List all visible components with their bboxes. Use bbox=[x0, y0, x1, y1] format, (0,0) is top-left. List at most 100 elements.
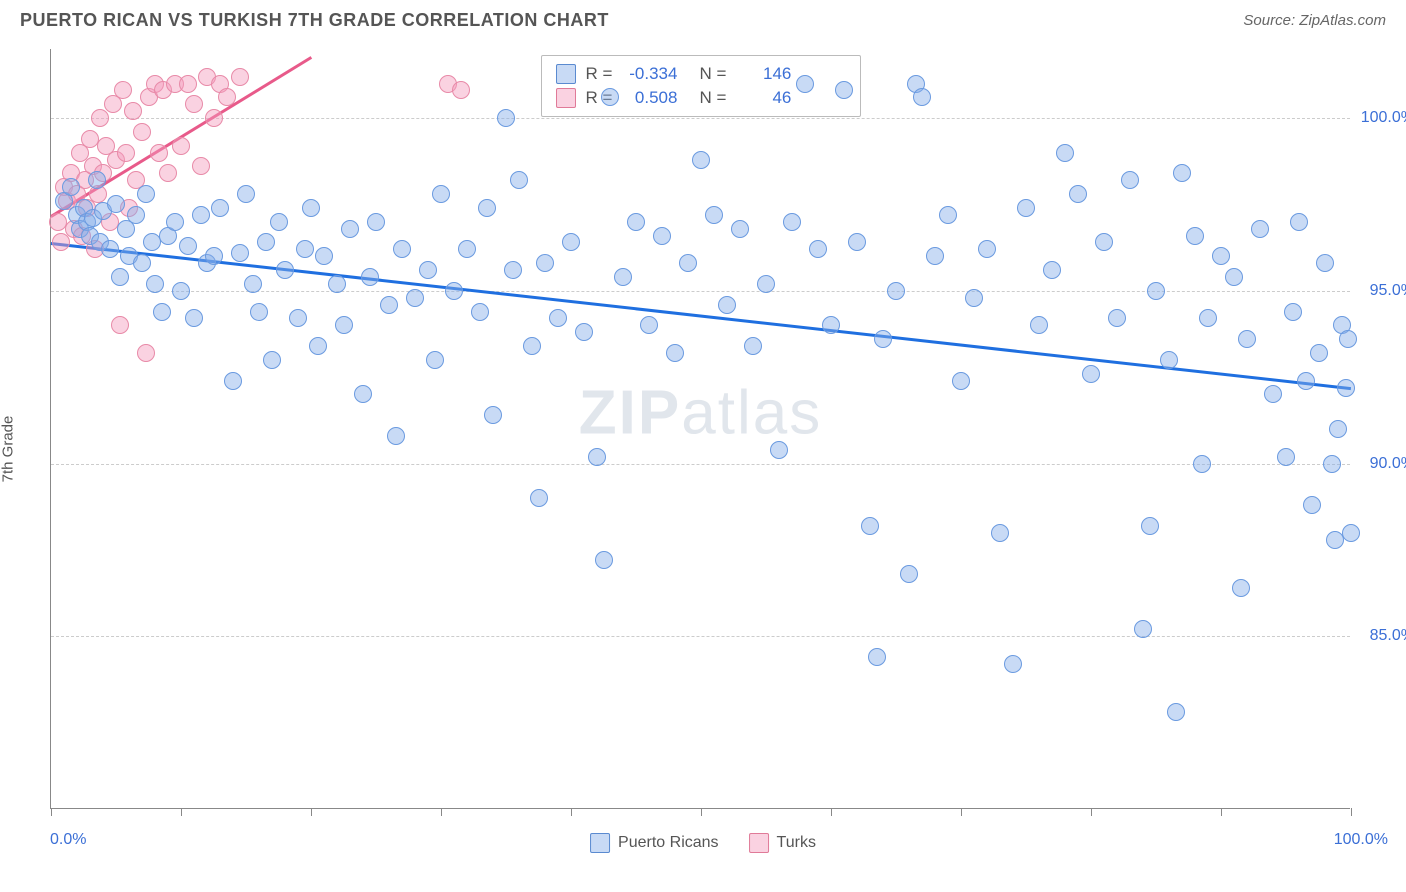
data-point-puerto-ricans bbox=[1303, 496, 1321, 514]
data-point-puerto-ricans bbox=[137, 185, 155, 203]
data-point-puerto-ricans bbox=[1167, 703, 1185, 721]
r-value-puerto-ricans: -0.334 bbox=[622, 64, 677, 84]
data-point-puerto-ricans bbox=[783, 213, 801, 231]
data-point-puerto-ricans bbox=[127, 206, 145, 224]
data-point-puerto-ricans bbox=[328, 275, 346, 293]
data-point-puerto-ricans bbox=[315, 247, 333, 265]
x-tick bbox=[701, 808, 702, 816]
data-point-puerto-ricans bbox=[822, 316, 840, 334]
data-point-puerto-ricans bbox=[692, 151, 710, 169]
data-point-puerto-ricans bbox=[471, 303, 489, 321]
data-point-puerto-ricans bbox=[231, 244, 249, 262]
data-point-puerto-ricans bbox=[309, 337, 327, 355]
data-point-puerto-ricans bbox=[523, 337, 541, 355]
data-point-puerto-ricans bbox=[1193, 455, 1211, 473]
data-point-puerto-ricans bbox=[1310, 344, 1328, 362]
y-tick-label: 100.0% bbox=[1361, 109, 1406, 127]
data-point-turks bbox=[192, 157, 210, 175]
r-value-turks: 0.508 bbox=[622, 88, 677, 108]
data-point-puerto-ricans bbox=[1004, 655, 1022, 673]
data-point-puerto-ricans bbox=[205, 247, 223, 265]
data-point-puerto-ricans bbox=[640, 316, 658, 334]
data-point-puerto-ricans bbox=[146, 275, 164, 293]
x-tick bbox=[441, 808, 442, 816]
n-label: N = bbox=[699, 88, 726, 108]
y-tick-label: 85.0% bbox=[1370, 627, 1406, 645]
data-point-puerto-ricans bbox=[809, 240, 827, 258]
data-point-puerto-ricans bbox=[1326, 531, 1344, 549]
data-point-puerto-ricans bbox=[107, 195, 125, 213]
data-point-puerto-ricans bbox=[1251, 220, 1269, 238]
data-point-puerto-ricans bbox=[731, 220, 749, 238]
data-point-puerto-ricans bbox=[1069, 185, 1087, 203]
data-point-puerto-ricans bbox=[458, 240, 476, 258]
data-point-puerto-ricans bbox=[133, 254, 151, 272]
data-point-turks bbox=[185, 95, 203, 113]
data-point-puerto-ricans bbox=[62, 178, 80, 196]
data-point-puerto-ricans bbox=[88, 171, 106, 189]
data-point-puerto-ricans bbox=[939, 206, 957, 224]
data-point-puerto-ricans bbox=[1316, 254, 1334, 272]
data-point-puerto-ricans bbox=[1284, 303, 1302, 321]
data-point-puerto-ricans bbox=[302, 199, 320, 217]
data-point-puerto-ricans bbox=[276, 261, 294, 279]
data-point-puerto-ricans bbox=[530, 489, 548, 507]
data-point-puerto-ricans bbox=[965, 289, 983, 307]
header: PUERTO RICAN VS TURKISH 7TH GRADE CORREL… bbox=[0, 0, 1406, 39]
data-point-puerto-ricans bbox=[796, 75, 814, 93]
data-point-puerto-ricans bbox=[484, 406, 502, 424]
swatch-turks bbox=[749, 833, 769, 853]
data-point-turks bbox=[231, 68, 249, 86]
data-point-puerto-ricans bbox=[861, 517, 879, 535]
data-point-puerto-ricans bbox=[1160, 351, 1178, 369]
swatch-puerto-ricans bbox=[556, 64, 576, 84]
n-label: N = bbox=[699, 64, 726, 84]
data-point-puerto-ricans bbox=[224, 372, 242, 390]
x-tick bbox=[51, 808, 52, 816]
data-point-turks bbox=[179, 75, 197, 93]
data-point-puerto-ricans bbox=[1232, 579, 1250, 597]
data-point-puerto-ricans bbox=[497, 109, 515, 127]
data-point-puerto-ricans bbox=[1082, 365, 1100, 383]
data-point-puerto-ricans bbox=[380, 296, 398, 314]
data-point-puerto-ricans bbox=[172, 282, 190, 300]
data-point-puerto-ricans bbox=[536, 254, 554, 272]
gridline bbox=[51, 464, 1350, 465]
watermark: ZIPatlas bbox=[579, 378, 822, 449]
data-point-puerto-ricans bbox=[887, 282, 905, 300]
data-point-turks bbox=[218, 88, 236, 106]
data-point-puerto-ricans bbox=[393, 240, 411, 258]
data-point-puerto-ricans bbox=[296, 240, 314, 258]
data-point-puerto-ricans bbox=[666, 344, 684, 362]
data-point-puerto-ricans bbox=[868, 648, 886, 666]
data-point-puerto-ricans bbox=[1212, 247, 1230, 265]
data-point-puerto-ricans bbox=[406, 289, 424, 307]
data-point-puerto-ricans bbox=[913, 88, 931, 106]
data-point-puerto-ricans bbox=[679, 254, 697, 272]
data-point-puerto-ricans bbox=[1147, 282, 1165, 300]
data-point-puerto-ricans bbox=[900, 565, 918, 583]
source-prefix: Source: bbox=[1243, 12, 1299, 29]
data-point-puerto-ricans bbox=[952, 372, 970, 390]
data-point-turks bbox=[117, 144, 135, 162]
data-point-puerto-ricans bbox=[718, 296, 736, 314]
data-point-puerto-ricans bbox=[1095, 233, 1113, 251]
source-label: Source: ZipAtlas.com bbox=[1243, 12, 1386, 29]
data-point-puerto-ricans bbox=[1342, 524, 1360, 542]
data-point-puerto-ricans bbox=[257, 233, 275, 251]
data-point-puerto-ricans bbox=[354, 385, 372, 403]
data-point-puerto-ricans bbox=[432, 185, 450, 203]
data-point-puerto-ricans bbox=[244, 275, 262, 293]
legend-label-puerto-ricans: Puerto Ricans bbox=[618, 834, 719, 852]
swatch-turks bbox=[556, 88, 576, 108]
data-point-puerto-ricans bbox=[1108, 309, 1126, 327]
data-point-puerto-ricans bbox=[1030, 316, 1048, 334]
data-point-puerto-ricans bbox=[978, 240, 996, 258]
n-value-turks: 46 bbox=[736, 88, 791, 108]
data-point-turks bbox=[205, 109, 223, 127]
data-point-puerto-ricans bbox=[237, 185, 255, 203]
data-point-puerto-ricans bbox=[835, 81, 853, 99]
chart-title: PUERTO RICAN VS TURKISH 7TH GRADE CORREL… bbox=[20, 10, 609, 31]
data-point-puerto-ricans bbox=[1225, 268, 1243, 286]
data-point-puerto-ricans bbox=[270, 213, 288, 231]
